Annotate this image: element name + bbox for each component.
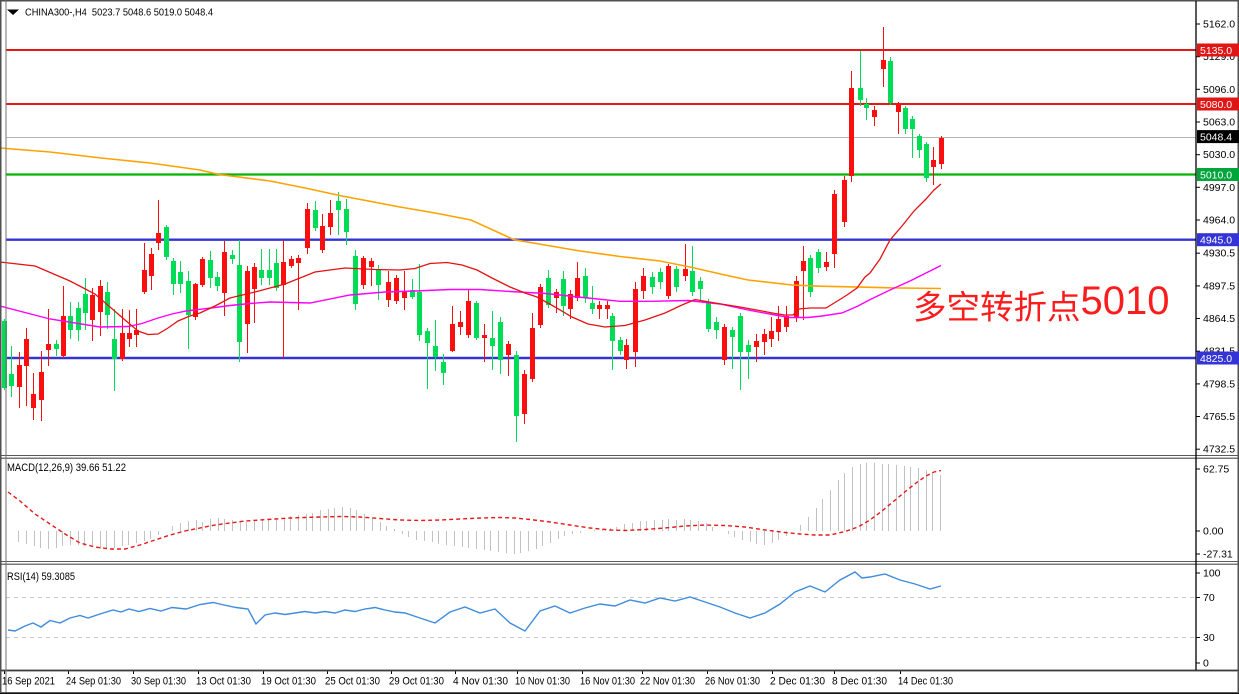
svg-text:2 Dec 01:30: 2 Dec 01:30 [770, 676, 825, 688]
svg-text:4964.0: 4964.0 [1203, 215, 1235, 227]
svg-text:4997.0: 4997.0 [1203, 182, 1235, 194]
svg-text:4864.5: 4864.5 [1203, 313, 1235, 325]
svg-text:16 Nov 01:30: 16 Nov 01:30 [580, 676, 635, 688]
svg-text:4 Nov 01:30: 4 Nov 01:30 [453, 676, 508, 688]
svg-text:25 Oct 01:30: 25 Oct 01:30 [325, 676, 380, 688]
svg-text:14 Dec 01:30: 14 Dec 01:30 [898, 676, 953, 688]
svg-text:30 Sep 01:30: 30 Sep 01:30 [131, 676, 186, 688]
svg-text:-27.31: -27.31 [1203, 549, 1233, 561]
svg-text:4825.0: 4825.0 [1200, 353, 1232, 365]
svg-text:30: 30 [1203, 632, 1215, 644]
svg-text:5080.0: 5080.0 [1200, 99, 1232, 111]
svg-text:13 Oct 01:30: 13 Oct 01:30 [196, 676, 251, 688]
svg-text:8 Dec 01:30: 8 Dec 01:30 [832, 676, 887, 688]
svg-text:0: 0 [1203, 658, 1209, 670]
svg-text:29 Oct 01:30: 29 Oct 01:30 [389, 676, 444, 688]
svg-text:CHINA300-,H4 5023.7 5048.6 50: CHINA300-,H4 5023.7 5048.6 5019.0 5048.4 [25, 7, 213, 19]
svg-text:5096.0: 5096.0 [1203, 84, 1235, 96]
svg-text:5010: 5010 [1081, 279, 1170, 323]
svg-text:5162.0: 5162.0 [1203, 19, 1235, 31]
svg-text:100: 100 [1203, 568, 1221, 580]
svg-text:5048.4: 5048.4 [1200, 131, 1232, 143]
svg-text:62.75: 62.75 [1203, 464, 1229, 476]
svg-text:10 Nov 01:30: 10 Nov 01:30 [515, 676, 570, 688]
svg-text:4930.5: 4930.5 [1203, 248, 1235, 260]
svg-text:5063.0: 5063.0 [1203, 117, 1235, 129]
svg-text:4798.5: 4798.5 [1203, 378, 1235, 390]
svg-text:26 Nov 01:30: 26 Nov 01:30 [705, 676, 760, 688]
svg-text:4897.5: 4897.5 [1203, 280, 1235, 292]
svg-text:5135.0: 5135.0 [1200, 45, 1232, 57]
svg-text:4765.5: 4765.5 [1203, 411, 1235, 423]
svg-text:4945.0: 4945.0 [1200, 235, 1232, 247]
svg-text:5030.0: 5030.0 [1203, 149, 1235, 161]
svg-text:16 Sep 2021: 16 Sep 2021 [2, 676, 55, 688]
svg-text:24 Sep 01:30: 24 Sep 01:30 [66, 676, 121, 688]
svg-text:0.00: 0.00 [1203, 526, 1224, 538]
svg-text:19 Oct 01:30: 19 Oct 01:30 [261, 676, 316, 688]
svg-text:RSI(14) 59.3085: RSI(14) 59.3085 [7, 571, 75, 583]
svg-text:5010.0: 5010.0 [1200, 169, 1232, 181]
svg-text:MACD(12,26,9) 39.66 51.22: MACD(12,26,9) 39.66 51.22 [7, 462, 126, 474]
svg-text:70: 70 [1203, 592, 1215, 604]
svg-text:22 Nov 01:30: 22 Nov 01:30 [640, 676, 695, 688]
svg-text:4732.5: 4732.5 [1203, 444, 1235, 456]
